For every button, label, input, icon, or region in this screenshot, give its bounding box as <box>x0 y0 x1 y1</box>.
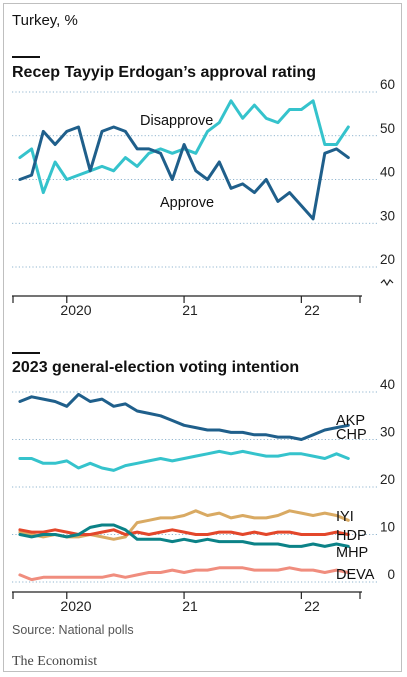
approval-axis-break-icon <box>380 279 394 287</box>
voting-series-akp-label: AKP <box>336 413 365 429</box>
approval-x-tick-label: 22 <box>304 302 320 318</box>
chart-frame <box>3 3 402 672</box>
voting-series-mhp-label: MHP <box>336 545 368 561</box>
voting-series-iyi-label: IYI <box>336 509 354 525</box>
source-note: Source: National polls <box>12 623 134 637</box>
approval-series-approve-line <box>18 125 350 221</box>
approval-series-disapprove-label: Disapprove <box>140 113 213 129</box>
approval-y-tick-label: 60 <box>380 77 395 92</box>
approval-y-tick-label: 30 <box>380 208 395 223</box>
voting-x-tick-label: 22 <box>304 598 320 614</box>
approval-x-tick-label: 2020 <box>60 302 91 318</box>
unit-label: Turkey, % <box>12 12 78 29</box>
approval-y-tick-label: 40 <box>380 165 395 180</box>
voting-series-chp-line <box>18 449 350 472</box>
voting-y-tick-label: 30 <box>380 425 395 440</box>
voting-series-chp-label: CHP <box>336 427 367 443</box>
voting-series-iyi-line <box>18 509 350 541</box>
title-rule-approval <box>12 56 40 58</box>
voting-x-tick-label: 2020 <box>60 598 91 614</box>
voting-series-hdp-line <box>18 528 350 536</box>
voting-y-tick-label: 40 <box>380 377 395 392</box>
voting-series-hdp-label: HDP <box>336 528 367 544</box>
approval-y-tick-label: 50 <box>380 121 395 136</box>
voting-x-tick-label: 21 <box>182 598 198 614</box>
approval-chart-title: Recep Tayyip Erdogan’s approval rating <box>12 64 317 81</box>
voting-y-tick-label: 10 <box>380 520 395 535</box>
approval-x-tick-label: 21 <box>182 302 198 318</box>
brand-logo-text: The Economist <box>12 654 98 669</box>
approval-y-tick-label: 20 <box>380 252 395 267</box>
voting-series-deva-label: DEVA <box>336 567 375 583</box>
voting-chart-title: 2023 general-election voting intention <box>12 359 300 376</box>
voting-series-deva-line <box>18 566 350 582</box>
title-rule-voting <box>12 352 40 354</box>
voting-y-tick-label: 0 <box>387 567 395 582</box>
approval-series-approve-label: Approve <box>160 195 214 211</box>
voting-series-akp-line <box>18 392 350 441</box>
voting-series-mhp-line <box>18 523 350 548</box>
voting-y-tick-label: 20 <box>380 472 395 487</box>
